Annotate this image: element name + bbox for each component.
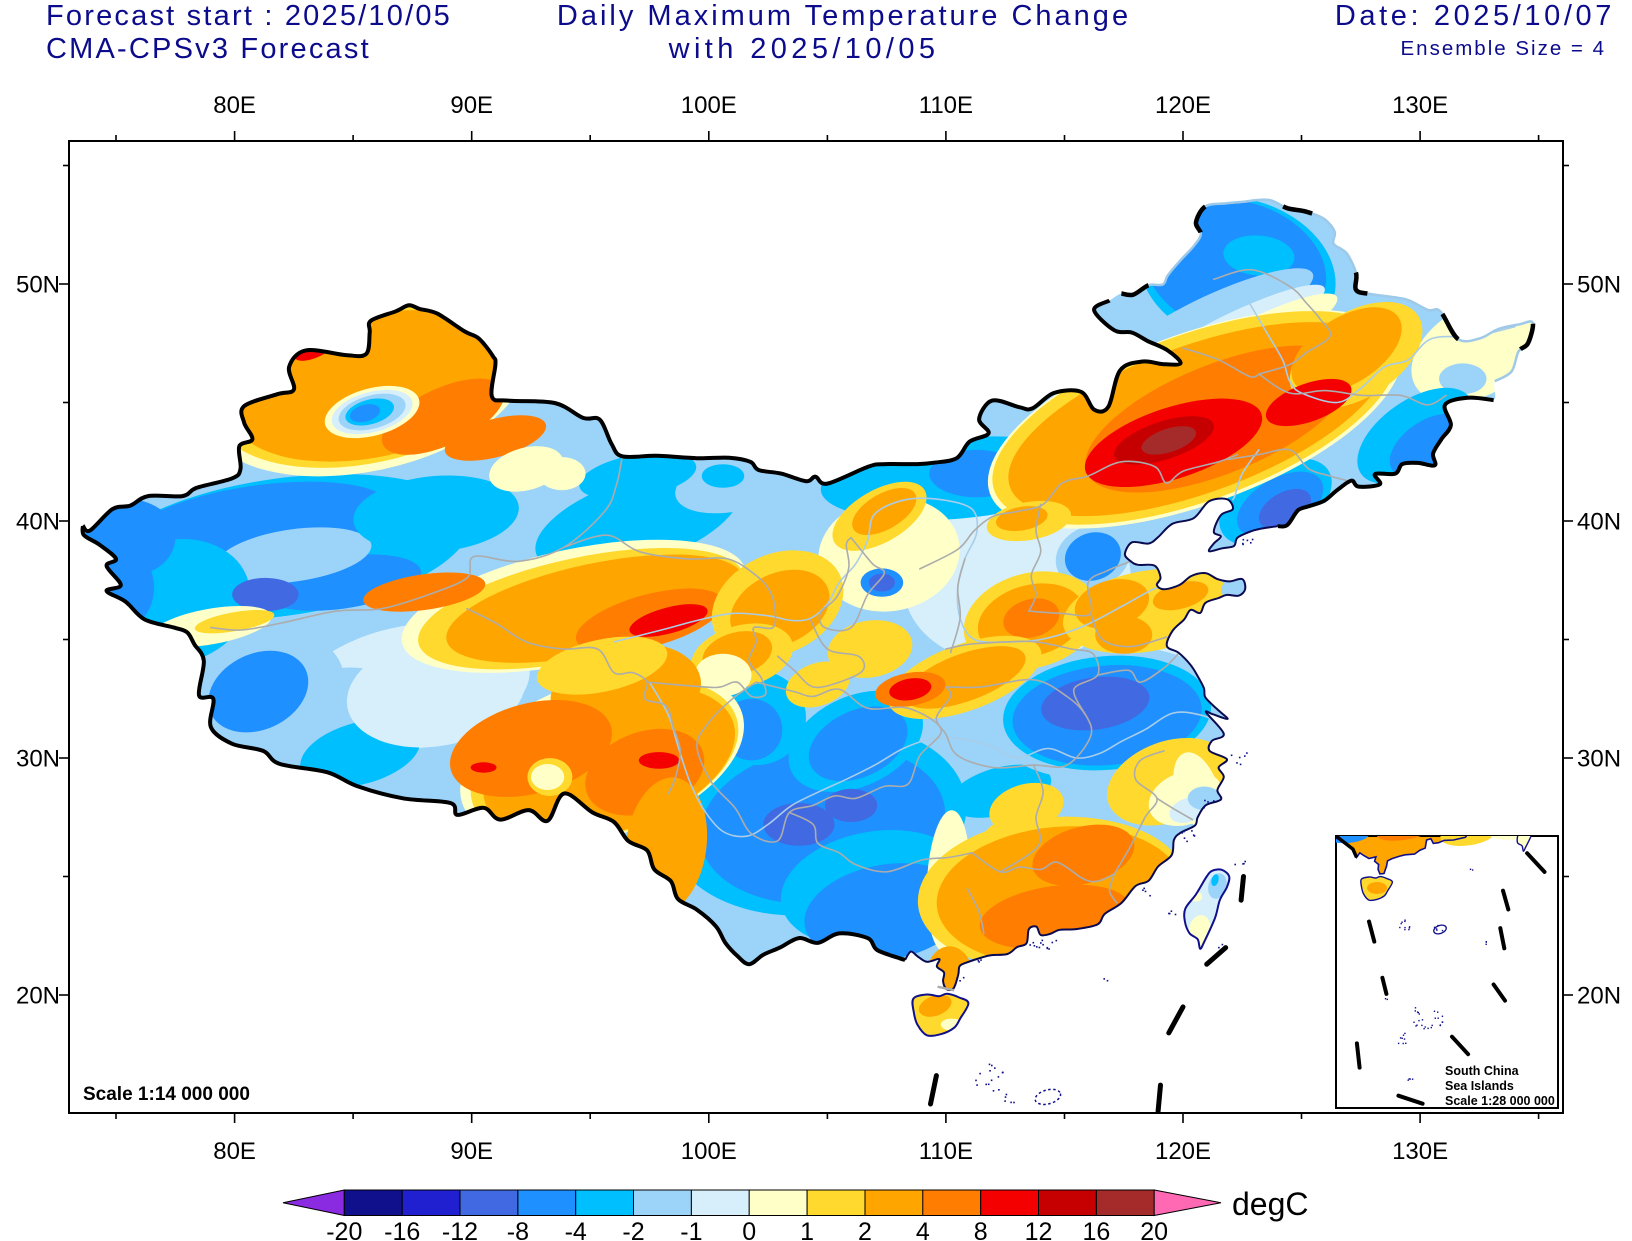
svg-text:12: 12 bbox=[1025, 1218, 1053, 1241]
svg-text:120E: 120E bbox=[1155, 92, 1211, 119]
svg-text:90E: 90E bbox=[450, 92, 493, 119]
svg-text:Date: 2025/10/07: Date: 2025/10/07 bbox=[1335, 0, 1615, 32]
svg-text:90E: 90E bbox=[450, 1138, 493, 1165]
svg-text:degC: degC bbox=[1232, 1186, 1309, 1222]
svg-text:4: 4 bbox=[916, 1218, 930, 1241]
svg-text:50N: 50N bbox=[16, 272, 60, 299]
svg-text:120E: 120E bbox=[1155, 1138, 1211, 1165]
svg-text:20: 20 bbox=[1140, 1218, 1168, 1241]
svg-text:1: 1 bbox=[800, 1218, 814, 1241]
svg-text:-8: -8 bbox=[507, 1218, 529, 1241]
svg-text:Scale 1:14 000 000: Scale 1:14 000 000 bbox=[83, 1084, 250, 1105]
svg-text:-1: -1 bbox=[680, 1218, 702, 1241]
svg-text:50N: 50N bbox=[1577, 272, 1621, 299]
svg-text:16: 16 bbox=[1082, 1218, 1110, 1241]
svg-text:30N: 30N bbox=[16, 746, 60, 773]
svg-text:20N: 20N bbox=[1577, 983, 1621, 1010]
svg-text:Forecast start : 2025/10/05: Forecast start : 2025/10/05 bbox=[46, 0, 452, 32]
svg-text:with 2025/10/05: with 2025/10/05 bbox=[668, 33, 940, 65]
svg-text:8: 8 bbox=[974, 1218, 988, 1241]
svg-text:40N: 40N bbox=[1577, 509, 1621, 536]
svg-text:-12: -12 bbox=[442, 1218, 478, 1241]
svg-text:100E: 100E bbox=[681, 92, 737, 119]
svg-text:20N: 20N bbox=[16, 983, 60, 1010]
svg-text:80E: 80E bbox=[213, 92, 256, 119]
svg-text:-4: -4 bbox=[565, 1218, 587, 1241]
svg-text:Ensemble Size = 4: Ensemble Size = 4 bbox=[1401, 37, 1607, 60]
svg-text:2: 2 bbox=[858, 1218, 872, 1241]
svg-text:80E: 80E bbox=[213, 1138, 256, 1165]
svg-text:40N: 40N bbox=[16, 509, 60, 536]
svg-text:Scale 1:28 000 000: Scale 1:28 000 000 bbox=[1445, 1094, 1555, 1108]
svg-text:30N: 30N bbox=[1577, 746, 1621, 773]
svg-text:-16: -16 bbox=[384, 1218, 420, 1241]
svg-text:Daily Maximum Temperature Chan: Daily Maximum Temperature Change bbox=[557, 0, 1131, 32]
svg-text:0: 0 bbox=[742, 1218, 756, 1241]
svg-text:130E: 130E bbox=[1392, 92, 1448, 119]
svg-text:South China: South China bbox=[1445, 1064, 1520, 1078]
svg-text:Sea Islands: Sea Islands bbox=[1445, 1079, 1514, 1093]
svg-text:110E: 110E bbox=[919, 92, 973, 119]
svg-text:110E: 110E bbox=[919, 1138, 973, 1165]
svg-text:100E: 100E bbox=[681, 1138, 737, 1165]
svg-text:-2: -2 bbox=[622, 1218, 644, 1241]
svg-text:CMA-CPSv3 Forecast: CMA-CPSv3 Forecast bbox=[46, 33, 371, 65]
svg-text:-20: -20 bbox=[326, 1218, 362, 1241]
svg-text:130E: 130E bbox=[1392, 1138, 1448, 1165]
